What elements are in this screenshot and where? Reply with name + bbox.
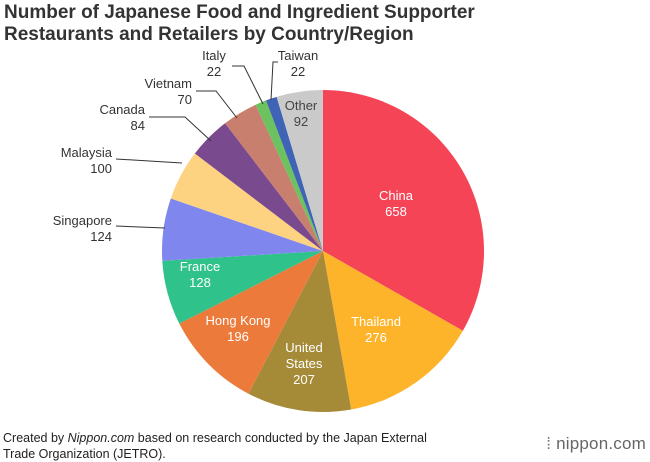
- footer-suffix: based on research conducted by the Japan…: [134, 431, 427, 445]
- chart-title-line-1: Number of Japanese Food and Ingredient S…: [4, 2, 475, 23]
- slice-label-other: Other: [285, 98, 318, 113]
- footer-line-2: Trade Organization (JETRO).: [3, 447, 166, 461]
- leader-line-canada: [149, 116, 212, 142]
- slice-label-italy: Italy: [202, 48, 226, 63]
- pie-slice-canada: [194, 123, 323, 251]
- slice-label-canada: Canada: [99, 102, 145, 117]
- slice-label-china: China: [379, 188, 414, 203]
- logo-text: nippon.com: [556, 434, 646, 453]
- pie-slice-vietnam: [225, 104, 323, 251]
- leader-line-malaysia: [115, 158, 183, 164]
- footer-prefix: Created by: [3, 431, 68, 445]
- logo-dots-icon: ⁞: [546, 434, 552, 453]
- slice-label-hong-kong: Hong Kong: [205, 313, 270, 328]
- pie-slice-singapore: [161, 198, 323, 261]
- slice-value-singapore: 124: [90, 229, 112, 244]
- slice-value-china: 658: [385, 204, 407, 219]
- slice-value-other: 92: [294, 114, 308, 129]
- pie-slice-france: [162, 251, 323, 324]
- slice-label-thailand: Thailand: [351, 314, 401, 329]
- slice-label-united-states: States: [286, 356, 323, 371]
- pie-slice-thailand: [323, 251, 463, 410]
- slice-value-hong-kong: 196: [227, 329, 249, 344]
- footer-brand: Nippon.com: [67, 431, 135, 445]
- pie-slice-taiwan: [265, 96, 323, 251]
- pie-slice-malaysia: [170, 153, 323, 251]
- pie-slice-other: [276, 90, 323, 251]
- chart-title-line-2: Restaurants and Retailers by Country/Reg…: [4, 24, 414, 45]
- slice-label-singapore: Singapore: [53, 213, 112, 228]
- slice-value-vietnam: 70: [178, 92, 192, 107]
- nippon-logo[interactable]: ⁞ nippon.com: [546, 434, 646, 454]
- leader-line-singapore: [115, 225, 166, 229]
- footer-credit: Created by Nippon.com based on research …: [3, 430, 473, 462]
- slice-value-france: 128: [189, 275, 211, 290]
- pie-slice-italy: [255, 100, 323, 252]
- pie-slice-china: [323, 90, 484, 331]
- slice-label-france: France: [180, 259, 220, 274]
- slice-value-thailand: 276: [365, 330, 387, 345]
- slice-label-taiwan: Taiwan: [278, 48, 318, 63]
- leader-line-italy: [232, 65, 264, 105]
- slice-label-malaysia: Malaysia: [61, 145, 113, 160]
- pie-slice-united-states: [248, 251, 352, 413]
- slice-value-united-states: 207: [293, 372, 315, 387]
- slice-value-canada: 84: [131, 118, 145, 133]
- leader-line-taiwan: [270, 61, 278, 101]
- leader-line-vietnam: [196, 90, 238, 119]
- pie-slice-hong-kong: [179, 251, 323, 394]
- slice-value-italy: 22: [207, 64, 221, 79]
- chart-title: Number of Japanese Food and Ingredient S…: [4, 2, 564, 46]
- slice-value-taiwan: 22: [291, 64, 305, 79]
- slice-label-vietnam: Vietnam: [145, 76, 192, 91]
- slice-label-united-states: United: [285, 340, 323, 355]
- slice-value-malaysia: 100: [90, 161, 112, 176]
